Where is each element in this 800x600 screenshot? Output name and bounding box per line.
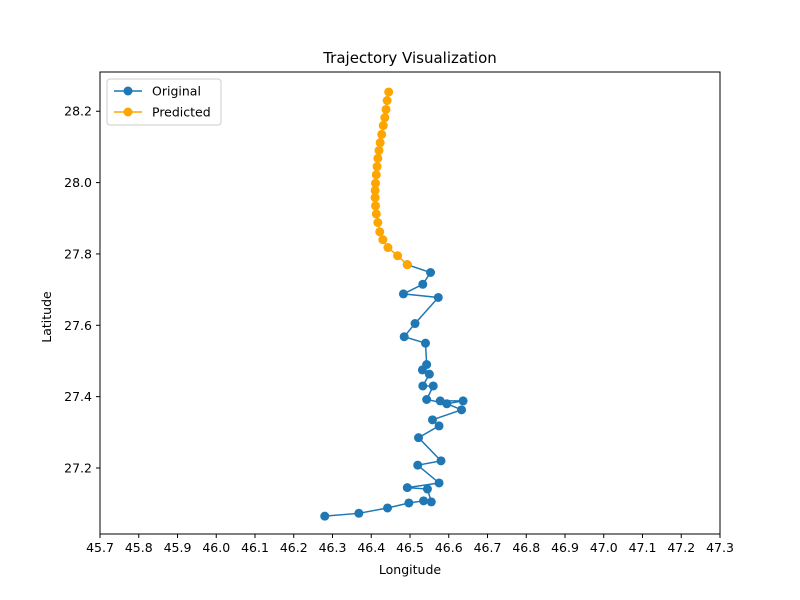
original-point <box>426 268 436 277</box>
predicted-point <box>371 201 381 211</box>
predicted-point <box>393 251 403 261</box>
x-tick-label: 46.9 <box>551 540 579 555</box>
y-tick-label: 28.0 <box>64 175 92 190</box>
original-point <box>419 496 429 506</box>
predicted-point <box>373 218 383 228</box>
legend-marker-predicted <box>123 107 133 117</box>
x-tick-label: 47.3 <box>706 540 734 555</box>
original-point <box>354 508 364 518</box>
predicted-point <box>371 170 381 180</box>
legend-label-original: Original <box>152 84 201 99</box>
y-axis-label: Latitude <box>39 291 54 343</box>
original-point <box>383 503 393 513</box>
original-point <box>421 338 430 348</box>
predicted-point <box>371 178 381 188</box>
legend-marker-original <box>123 86 133 96</box>
y-tick-label: 27.4 <box>64 389 92 404</box>
x-tick-label: 47.1 <box>629 540 657 555</box>
original-point <box>399 332 409 342</box>
legend-label-predicted: Predicted <box>152 105 211 120</box>
y-tick-label: 27.6 <box>64 318 92 333</box>
predicted-point <box>380 113 390 123</box>
predicted-point <box>371 209 381 219</box>
original-point <box>422 360 432 370</box>
x-tick-label: 45.7 <box>86 540 114 555</box>
predicted-point <box>384 87 394 97</box>
predicted-point <box>370 193 380 203</box>
original-point <box>404 498 414 508</box>
x-tick-label: 46.0 <box>202 540 230 555</box>
x-tick-label: 46.1 <box>241 540 269 555</box>
original-point <box>424 369 434 379</box>
legend: Original Predicted <box>106 78 222 126</box>
original-point <box>418 381 428 391</box>
predicted-point <box>372 162 382 172</box>
plot-area <box>320 87 468 521</box>
original-point <box>422 484 432 494</box>
x-tick-label: 46.7 <box>474 540 502 555</box>
y-tick-label: 28.2 <box>64 104 92 119</box>
original-point <box>320 511 330 521</box>
predicted-point <box>375 138 385 148</box>
predicted-point <box>375 227 385 237</box>
x-tick-label: 45.9 <box>164 540 192 555</box>
predicted-point <box>383 243 393 253</box>
x-tick-label: 47.2 <box>667 540 695 555</box>
predicted-point <box>374 145 384 155</box>
predicted-point <box>382 96 392 106</box>
original-point <box>428 381 438 391</box>
x-tick-label: 46.6 <box>435 540 463 555</box>
y-tick-label: 27.2 <box>64 461 92 476</box>
x-tick-label: 47.0 <box>590 540 618 555</box>
predicted-point <box>381 104 391 114</box>
predicted-point <box>377 129 387 139</box>
predicted-point <box>373 153 383 163</box>
original-point <box>442 399 452 409</box>
original-point <box>398 289 408 299</box>
original-point <box>426 497 436 507</box>
x-tick-label: 46.8 <box>512 540 540 555</box>
y-tick-label: 27.8 <box>64 246 92 261</box>
original-point <box>422 395 432 404</box>
original-point <box>402 483 412 493</box>
original-point <box>436 456 446 466</box>
x-tick-label: 46.2 <box>280 540 308 555</box>
original-point <box>413 460 423 470</box>
predicted-point <box>378 121 388 131</box>
x-axis-label: Longitude <box>379 562 441 577</box>
predicted-point <box>378 235 388 245</box>
axes: 45.7 45.8 45.9 46.0 46.1 46.2 46.3 46.4 46.5 46.6… <box>64 71 734 555</box>
predicted-point <box>370 185 380 195</box>
original-point <box>433 292 443 302</box>
original-point <box>434 478 444 488</box>
x-tick-label: 46.3 <box>319 540 347 555</box>
predicted-point <box>402 260 412 270</box>
x-tick-label: 46.5 <box>396 540 424 555</box>
original-point <box>427 415 437 425</box>
chart-title: Trajectory Visualization <box>322 49 497 67</box>
original-point <box>410 319 420 329</box>
original-point <box>414 433 424 443</box>
original-point <box>457 405 467 415</box>
original-point <box>418 279 428 289</box>
original-point <box>434 421 444 431</box>
original-point <box>458 396 468 406</box>
x-tick-label: 45.8 <box>125 540 153 555</box>
x-tick-label: 46.4 <box>357 540 385 555</box>
